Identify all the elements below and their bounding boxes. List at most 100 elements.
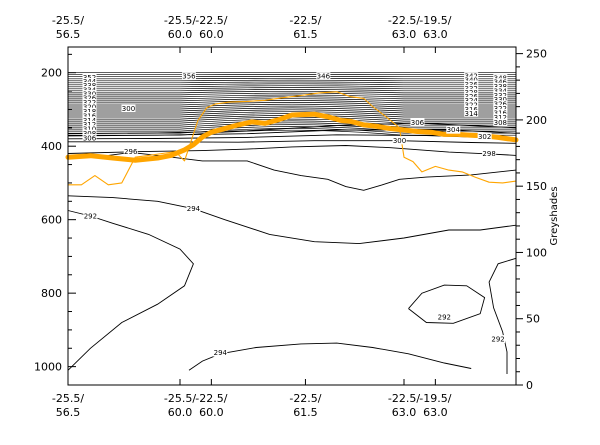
top-tick-label-line2: 56.5 [56,28,81,41]
contour-label: 292 [84,213,97,221]
isentrope-label-knockout [82,129,97,137]
right-axis-title: Greyshades [549,186,560,245]
contour-line [67,151,517,191]
top-tick-label-line2: 61.5 [293,28,318,41]
isentrope-label-knockout [464,88,479,96]
isentrope-label: 312 [494,114,507,122]
isentrope-label-knockout [464,80,479,88]
left-axis: 200 400 600 800 1000 [34,53,76,386]
top-tick-label-line1: -22.5/ [289,14,321,27]
top-tick-label-line2: 60.0 [168,28,193,41]
isentrope-label-knockout [121,104,136,112]
isentrope-label-knockout [464,92,479,100]
contour-label: 300 [393,137,406,145]
isentrope-label-knockout [82,85,97,93]
bottom-tick-label-line2: 56.5 [56,406,81,419]
right-tick-label: 50 [526,313,540,326]
isentrope-label: 330 [83,90,96,98]
isentrope-label-knockout [82,77,97,85]
isentrope-line [68,90,516,94]
isentrope-label: 310 [83,126,96,134]
contour-label-knockout [482,149,497,158]
contour-line [68,140,517,144]
isentrope-label-knockout [82,98,97,106]
isentrope-label-knockout [493,95,508,103]
bottom-tick-label-line2: 63.0 [423,406,448,419]
bottom-axis: -25.5/56.5-25.5/60.0-22.5/60.0-22.5/61.5… [52,379,452,419]
isentrope-line [68,98,516,102]
isentrope-label: 330 [494,96,507,104]
top-tick-label-line2: 63.0 [392,28,417,41]
contour-label-knockout [213,348,228,357]
isentrope-label-knockout [464,84,479,92]
bottom-tick-label-line1: -22.5/ [195,392,227,405]
isentrope-label: 308 [494,119,507,127]
thin-orange-line [67,91,517,186]
isentrope-label-knockout [493,113,508,121]
isentrope-line [68,124,516,130]
isentrope-label: 326 [494,101,508,109]
top-axis: -25.5/56.5-25.5/60.0-22.5/60.0-22.5/61.5… [52,14,452,53]
isentrope-label-knockout [82,73,97,81]
contour-label: 292 [438,314,451,322]
isentrope-line [68,122,516,128]
isentrope-line [68,85,516,88]
contour-line [408,284,486,324]
contour-line [67,129,517,137]
isentrope-label-knockout [464,72,479,80]
left-tick-label: 800 [41,287,62,300]
contour-label-knockout [491,335,506,344]
bottom-tick-label-line1: -22.5/ [289,392,321,405]
contour-line [67,122,517,135]
right-tick-label: 100 [526,246,547,259]
contour-line [188,342,472,371]
isentrope-line [68,107,516,112]
left-tick-label: 400 [41,140,62,153]
isentrope-label-knockout [493,109,508,117]
isentrope-line [68,109,516,114]
isentrope-line [68,87,516,90]
isentrope-line [68,103,516,108]
isentrope-label: 322 [465,101,478,109]
isentrope-label: 314 [83,117,97,125]
isentrope-label-knockout [82,90,97,98]
contour-label-knockout [446,125,461,134]
isentrope-label: 346 [494,79,508,87]
isentrope-label-knockout [493,74,508,82]
bottom-tick-label-line1: -25.5/ [164,392,196,405]
isentrope-label-knockout [493,118,508,126]
isentrope-label: 352 [83,74,96,82]
isentrope-label: 320 [83,104,96,112]
isentrope-line [68,92,516,96]
top-tick-label-line1: -25.5/ [164,14,196,27]
bottom-tick-label-line2: 63.0 [392,406,417,419]
contour-label: 296 [124,148,138,156]
contour-label-knockout [392,136,407,145]
contour-line [488,257,517,374]
contour-label-knockout [186,204,201,213]
isentrope-label: 322 [83,99,96,107]
isentrope-label-knockout [82,116,97,124]
contour-label: 298 [482,150,495,158]
isentrope-label: 332 [494,92,507,100]
isentrope-line [68,126,516,132]
isentrope-line [68,120,516,126]
contour-label: 306 [411,119,425,127]
isentrope-label-knockout [493,91,508,99]
top-tick-label-line1: -25.5/ [52,14,84,27]
left-tick-label: 600 [41,214,62,227]
isentrope-label-knockout [82,120,97,128]
isentrope-label-knockout [464,101,479,109]
bottom-tick-label-line1: -22.5/ [388,392,420,405]
left-tick-label: 200 [41,67,62,80]
contour-label-knockout [437,313,452,322]
isentrope-label-knockout [493,78,508,86]
isentrope-label-knockout [464,76,479,84]
contour-line [67,210,194,371]
isentrope-label-knockout [493,100,508,108]
isentrope-label-knockout [493,87,508,95]
isentrope-label: 306 [83,134,97,142]
isentrope-line [68,100,516,104]
